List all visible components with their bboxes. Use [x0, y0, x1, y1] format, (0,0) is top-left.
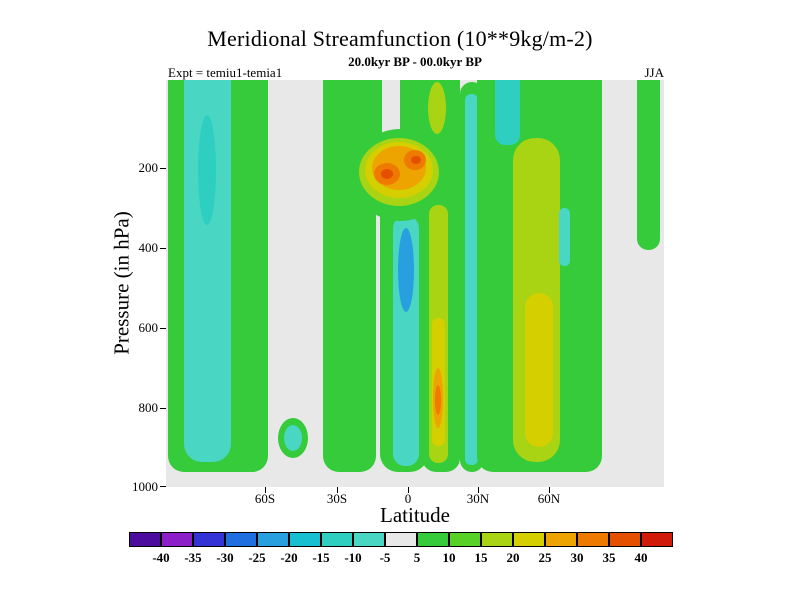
contour-region-level-6 [495, 80, 520, 145]
colorbar-tick-label: 10 [442, 550, 456, 565]
contour-region-level-12 [525, 293, 553, 447]
contour-region-level-14 [435, 385, 441, 415]
x-tick-label: 30N [466, 491, 490, 506]
colorbar-cell [641, 532, 673, 547]
colorbar-cell [577, 532, 609, 547]
colorbar-cell [481, 532, 513, 547]
colorbar-tick-label: -15 [312, 550, 330, 565]
colorbar-tick-label: -30 [216, 550, 234, 565]
season-label: JJA [644, 65, 664, 80]
colorbar-cell [321, 532, 353, 547]
colorbar-cell [161, 532, 193, 547]
colorbar-cell [417, 532, 449, 547]
colorbar-cell [609, 532, 641, 547]
colorbar-tick-label: 30 [570, 550, 584, 565]
y-tick-label: 1000 [132, 479, 158, 494]
colorbar-cell [225, 532, 257, 547]
x-tick-mark [477, 487, 479, 493]
y-tick-label: 800 [138, 400, 159, 415]
x-tick-label: 30S [326, 491, 348, 506]
colorbar [129, 532, 673, 547]
y-tick-label: 600 [138, 320, 159, 335]
x-tick-mark [264, 487, 266, 493]
chart-subtitle: 20.0kyr BP - 00.0kyr BP [348, 54, 482, 69]
colorbar-tick-label: -25 [248, 550, 266, 565]
colorbar-tick-label: -10 [344, 550, 362, 565]
y-tick-label: 400 [138, 240, 159, 255]
colorbar-tick-label: 40 [634, 550, 648, 565]
colorbar-tick-label: 15 [474, 550, 488, 565]
y-tick-mark [160, 485, 166, 487]
y-tick-mark [160, 167, 166, 169]
x-tick-mark [407, 487, 409, 493]
colorbar-cell [353, 532, 385, 547]
contour-region-level-15 [381, 169, 393, 179]
contour-region-level-4 [398, 228, 414, 312]
contour-region-level-9 [637, 80, 660, 250]
colorbar-tick-label: -40 [152, 550, 170, 565]
x-tick-label: 0 [404, 491, 412, 506]
contour-region-level-15 [411, 156, 421, 164]
x-tick-mark [336, 487, 338, 493]
x-tick-mark [548, 487, 550, 493]
colorbar-tick-label: 5 [413, 550, 421, 565]
y-tick-mark [160, 247, 166, 249]
colorbar-cell [545, 532, 577, 547]
colorbar-cell [193, 532, 225, 547]
colorbar-tick-label: -5 [379, 550, 391, 565]
colorbar-cell [385, 532, 417, 547]
colorbar-cell [289, 532, 321, 547]
colorbar-tick-label: 35 [602, 550, 616, 565]
contour-plot [166, 80, 664, 487]
contour-region-level-7 [284, 425, 302, 451]
colorbar-tick-label: 20 [506, 550, 520, 565]
y-tick-label: 200 [138, 160, 159, 175]
contour-region-level-7 [465, 94, 478, 465]
contour-region-level-7 [184, 80, 231, 462]
colorbar-cell [513, 532, 545, 547]
contour-region-level-6 [198, 115, 216, 225]
colorbar-cell [129, 532, 161, 547]
y-tick-mark [160, 327, 166, 329]
colorbar-cell [257, 532, 289, 547]
colorbar-cell [449, 532, 481, 547]
chart-title: Meridional Streamfunction (10**9kg/m-2) [207, 26, 593, 51]
colorbar-tick-label: 25 [538, 550, 552, 565]
x-tick-label: 60S [254, 491, 276, 506]
contour-region-level-7 [559, 208, 570, 266]
y-tick-mark [160, 407, 166, 409]
x-axis-label: Latitude [380, 503, 450, 527]
experiment-label: Expt = temiu1-temia1 [168, 65, 283, 80]
contour-region-level-11 [428, 82, 446, 134]
colorbar-tick-label: -35 [184, 550, 202, 565]
x-tick-label: 60N [537, 491, 561, 506]
colorbar-tick-label: -20 [280, 550, 298, 565]
